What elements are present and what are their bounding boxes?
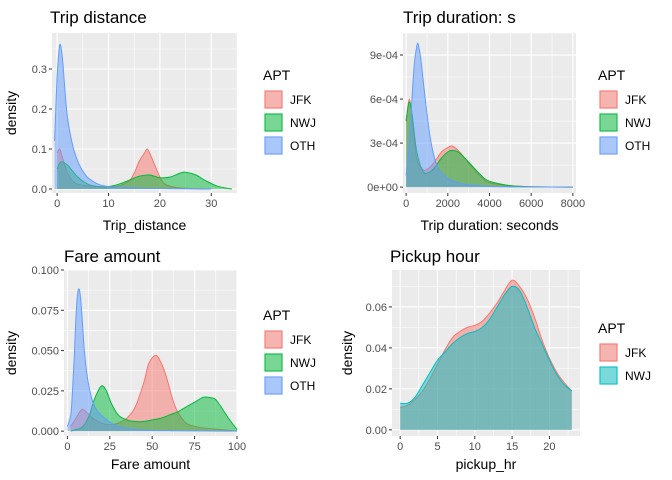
y-tick-label: 0.100 <box>31 265 59 277</box>
chart-panel-pickup-hour: 0 5 10 15 20 0.00 0.02 0.04 0.06 Pickup hour picku… <box>339 247 651 472</box>
legend-swatch-jfk <box>264 330 283 349</box>
x-tick-label: 2000 <box>436 198 460 210</box>
legend-swatch-oth <box>264 136 283 155</box>
legend-label-oth: OTH <box>290 139 315 153</box>
x-tick-label: 20 <box>154 198 166 210</box>
density-area-jfk <box>70 355 237 432</box>
chart-panel-fare-amount: 0 25 50 75 100 0.000 0.025 0.050 0.075 0.100 Fare … <box>3 247 316 472</box>
y-tick-label: 0.00 <box>366 425 387 437</box>
chart-title: Trip duration: s <box>403 8 516 27</box>
y-tick-label: 9e-04 <box>370 50 398 62</box>
legend-swatch-nwj <box>264 113 283 132</box>
legend-swatch-jfk <box>264 90 283 109</box>
legend: APT JFK NWJ OTH <box>263 307 316 395</box>
legend-label-nwj: NWJ <box>290 356 316 370</box>
legend-label-jfk: JFK <box>625 346 646 360</box>
y-tick-label: 0.3 <box>32 64 47 76</box>
density-area-nwj <box>400 286 572 430</box>
y-tick-label: 0.050 <box>31 346 59 358</box>
legend-swatch-nwj <box>599 113 618 132</box>
x-tick-label: 0 <box>403 198 409 210</box>
y-tick-label: 3e-04 <box>370 138 398 150</box>
y-axis-title: density <box>3 331 19 375</box>
x-tick-label: 50 <box>146 441 158 453</box>
x-tick-label: 5 <box>434 441 440 453</box>
x-axis-title: Trip duration: seconds <box>421 217 559 233</box>
legend-title: APT <box>598 67 626 83</box>
x-tick-label: 100 <box>228 441 246 453</box>
y-tick-label: 0.025 <box>31 386 59 398</box>
density-area-oth <box>54 44 212 189</box>
x-tick-label: 8000 <box>561 198 585 210</box>
x-tick-label: 15 <box>506 441 518 453</box>
legend-swatch-oth <box>599 136 618 155</box>
density-area-oth <box>406 43 573 188</box>
density-line-oth <box>66 288 238 432</box>
legend-swatch-nwj <box>599 366 618 385</box>
y-tick-label: 0e+00 <box>367 182 398 194</box>
x-tick-label: 0 <box>64 441 70 453</box>
x-tick-label: 10 <box>102 198 114 210</box>
x-axis-title: Trip_distance <box>103 217 187 233</box>
x-axis-title: Fare amount <box>111 456 190 472</box>
legend-label-oth: OTH <box>625 139 650 153</box>
density-area-oth <box>67 288 237 432</box>
y-tick-label: 0.075 <box>31 305 59 317</box>
density-line-nwj <box>400 285 573 405</box>
chart-title: Pickup hour <box>390 247 480 266</box>
y-tick-label: 0.2 <box>32 104 47 116</box>
x-axis-title: pickup_hr <box>456 456 517 472</box>
y-axis-title: density <box>3 91 19 135</box>
legend-title: APT <box>598 320 626 336</box>
chart-title: Fare amount <box>64 247 161 266</box>
legend-swatch-nwj <box>264 353 283 372</box>
legend-title: APT <box>263 307 291 323</box>
x-tick-label: 75 <box>188 441 200 453</box>
x-tick-label: 30 <box>205 198 217 210</box>
chart-panel-trip-duration-s: 0 2000 4000 6000 8000 0e+00 3e-04 6e-04 9e-04 Tri… <box>367 8 651 233</box>
legend-label-jfk: JFK <box>290 93 311 107</box>
x-tick-label: 20 <box>543 441 555 453</box>
density-line-oth <box>54 43 212 190</box>
density-area-nwj <box>406 101 573 188</box>
legend: APT JFK NWJ OTH <box>263 67 316 155</box>
density-line-oth <box>405 42 573 188</box>
x-tick-label: 0 <box>54 198 60 210</box>
x-tick-label: 4000 <box>477 198 501 210</box>
y-tick-label: 0.02 <box>366 384 387 396</box>
legend-swatch-jfk <box>599 343 618 362</box>
y-tick-label: 6e-04 <box>370 94 398 106</box>
density-area-nwj <box>70 385 237 432</box>
x-tick-label: 10 <box>469 441 481 453</box>
legend-label-nwj: NWJ <box>625 116 651 130</box>
legend-label-jfk: JFK <box>290 333 311 347</box>
legend-label-jfk: JFK <box>625 93 646 107</box>
y-axis-title: density <box>339 331 355 375</box>
x-tick-label: 0 <box>397 441 403 453</box>
y-tick-label: 0.06 <box>366 302 387 314</box>
legend-label-nwj: NWJ <box>625 369 651 383</box>
legend-swatch-oth <box>264 376 283 395</box>
y-tick-label: 0.1 <box>32 144 47 156</box>
x-tick-label: 6000 <box>519 198 543 210</box>
y-tick-label: 0.04 <box>366 343 387 355</box>
legend: APT JFK NWJ <box>598 320 651 385</box>
legend-title: APT <box>263 67 291 83</box>
y-tick-label: 0.000 <box>31 426 59 438</box>
chart-panel-trip-distance: 0 10 20 30 0.0 0.1 0.2 0.3 Trip distance Trip_dis… <box>3 8 316 233</box>
legend-label-oth: OTH <box>290 379 315 393</box>
legend: APT JFK NWJ OTH <box>598 67 651 155</box>
x-tick-label: 25 <box>104 441 116 453</box>
chart-title: Trip distance <box>50 8 147 27</box>
y-tick-label: 0.0 <box>32 184 47 196</box>
legend-label-nwj: NWJ <box>290 116 316 130</box>
legend-swatch-jfk <box>599 90 618 109</box>
